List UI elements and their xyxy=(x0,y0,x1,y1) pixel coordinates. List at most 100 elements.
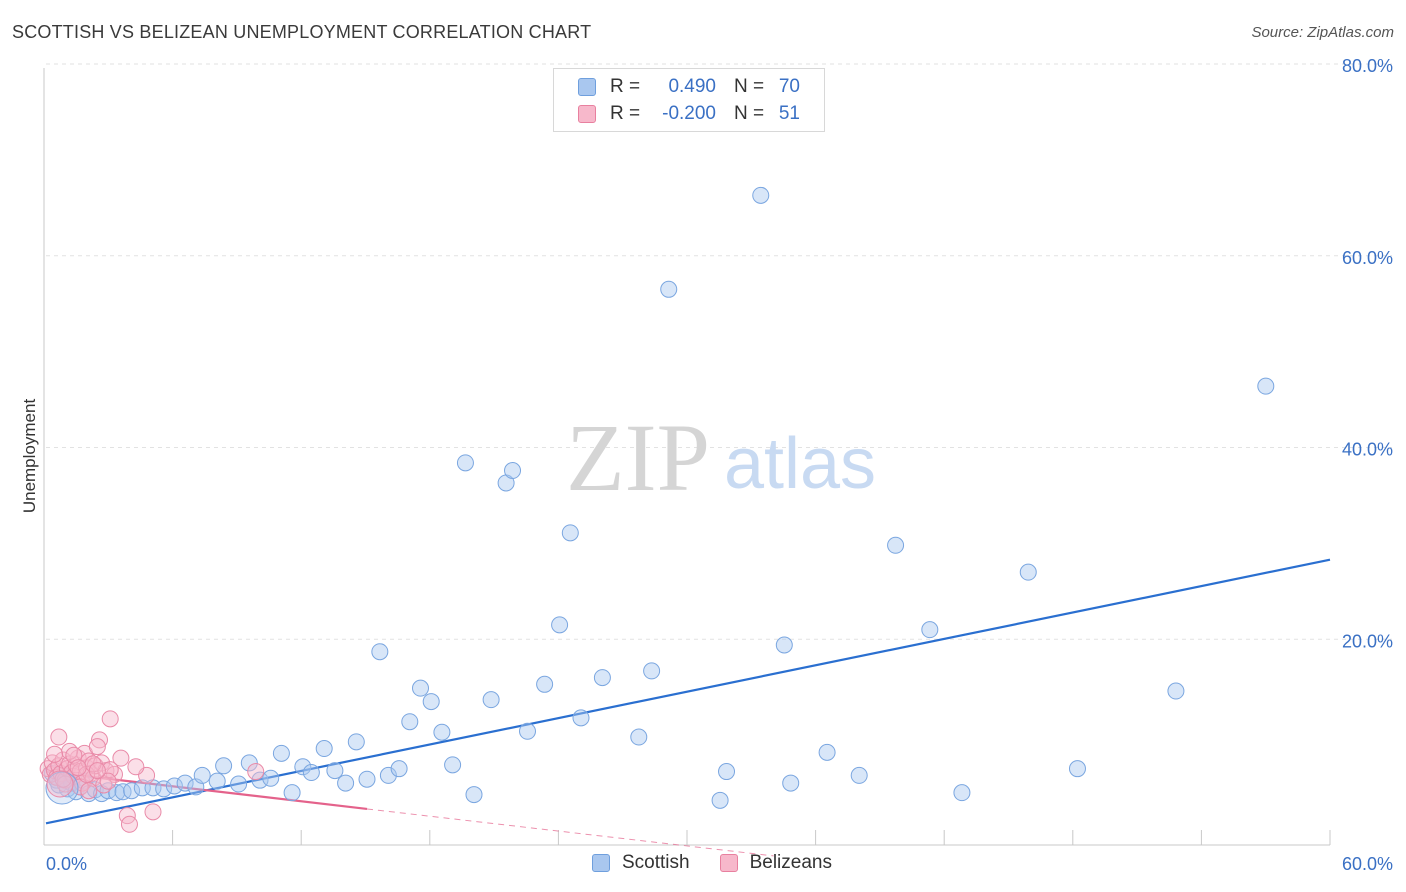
point-scottish xyxy=(215,757,233,775)
axes xyxy=(43,68,1331,846)
point-belizeans xyxy=(93,754,111,772)
point-belizeans xyxy=(99,772,117,790)
trend-line-scottish xyxy=(45,558,1331,825)
point-belizeans xyxy=(88,762,106,780)
point-scottish xyxy=(176,774,194,792)
legend-row-scottish: R = 0.490 N = 70 xyxy=(578,75,800,99)
legend-r-value: -0.200 xyxy=(662,103,716,124)
point-scottish xyxy=(123,782,141,800)
watermark: ZIP atlas xyxy=(566,404,876,511)
point-scottish xyxy=(230,775,248,793)
point-scottish xyxy=(283,784,301,802)
point-scottish xyxy=(630,728,648,746)
legend-n-value: 51 xyxy=(778,103,800,124)
legend-row-belizeans: R = -0.200 N = 51 xyxy=(578,102,800,126)
point-scottish xyxy=(315,740,333,758)
point-scottish xyxy=(775,636,793,654)
legend-item-belizeans[interactable]: Belizeans xyxy=(719,852,832,874)
point-scottish xyxy=(456,454,474,472)
point-scottish xyxy=(1068,760,1086,778)
series-legend: Scottish Belizeans xyxy=(592,852,862,874)
point-belizeans xyxy=(78,765,96,783)
point-scottish xyxy=(660,280,678,298)
point-scottish xyxy=(390,760,408,778)
point-scottish xyxy=(718,763,736,781)
point-scottish xyxy=(262,769,280,787)
point-scottish xyxy=(347,733,365,751)
point-scottish xyxy=(294,758,312,776)
point-belizeans xyxy=(46,745,64,763)
point-scottish xyxy=(155,780,173,798)
point-belizeans xyxy=(69,759,87,777)
legend-label-scottish: Scottish xyxy=(622,852,690,873)
legend-r-label: R = xyxy=(610,103,641,124)
point-scottish xyxy=(850,766,868,784)
legend-swatch-belizeans xyxy=(719,854,738,872)
point-scottish xyxy=(444,756,462,774)
point-scottish xyxy=(593,669,611,687)
point-scottish xyxy=(711,791,729,809)
point-scottish xyxy=(482,691,500,709)
point-scottish xyxy=(326,762,344,780)
point-belizeans xyxy=(91,731,108,749)
point-scottish xyxy=(572,709,590,727)
watermark-zip: ZIP xyxy=(566,404,710,511)
point-scottish xyxy=(551,616,569,634)
point-belizeans xyxy=(127,758,145,776)
tick-labels: 20.0% 40.0% 60.0% 80.0% 0.0% 60.0% xyxy=(46,56,1393,874)
x-tick-label: 0.0% xyxy=(46,854,87,874)
data-points xyxy=(39,186,1275,833)
point-belizeans xyxy=(247,763,265,781)
point-scottish xyxy=(1257,377,1275,395)
point-scottish xyxy=(193,766,211,784)
point-scottish xyxy=(371,643,389,661)
legend-swatch-scottish xyxy=(592,854,610,872)
point-scottish xyxy=(422,693,440,711)
source-label: Source: ZipAtlas.com xyxy=(1251,24,1394,41)
point-belizeans xyxy=(144,803,162,821)
point-belizeans xyxy=(101,710,119,728)
point-scottish xyxy=(412,679,429,697)
point-belizeans xyxy=(120,815,138,833)
point-belizeans xyxy=(88,738,106,756)
point-scottish xyxy=(953,784,971,802)
y-tick-label: 60.0% xyxy=(1342,248,1393,268)
point-scottish xyxy=(251,771,269,789)
point-scottish xyxy=(921,621,939,639)
legend-n-label: N = xyxy=(734,76,765,97)
point-scottish xyxy=(108,784,126,802)
x-tick-label: 60.0% xyxy=(1342,854,1393,874)
point-scottish xyxy=(643,662,661,680)
legend-label-belizeans: Belizeans xyxy=(749,852,832,873)
point-scottish xyxy=(561,524,579,542)
point-belizeans xyxy=(80,782,98,800)
point-cluster-belizeans xyxy=(46,770,74,798)
point-belizeans xyxy=(50,728,68,746)
legend-swatch-scottish xyxy=(578,78,596,96)
chart-title: SCOTTISH VS BELIZEAN UNEMPLOYMENT CORREL… xyxy=(12,22,592,42)
point-scottish xyxy=(379,766,397,784)
point-belizeans xyxy=(112,749,130,767)
point-scottish xyxy=(401,713,419,731)
point-scottish xyxy=(504,462,522,480)
point-scottish xyxy=(752,186,770,204)
point-scottish xyxy=(465,786,483,804)
stats-legend: R = 0.490 N = 70 R = -0.200 N = 51 xyxy=(553,68,825,132)
point-scottish xyxy=(887,536,905,554)
legend-n-value: 70 xyxy=(778,76,800,97)
point-scottish xyxy=(358,770,376,788)
point-scottish xyxy=(337,774,355,792)
grid-lines xyxy=(46,63,1392,640)
point-scottish xyxy=(433,723,451,741)
watermark-atlas: atlas xyxy=(724,424,876,504)
point-scottish xyxy=(536,675,554,693)
legend-n-label: N = xyxy=(734,103,765,124)
point-scottish xyxy=(818,743,836,761)
y-tick-label: 40.0% xyxy=(1342,440,1393,460)
point-scottish xyxy=(302,764,320,782)
point-scottish xyxy=(272,744,290,762)
legend-item-scottish[interactable]: Scottish xyxy=(592,852,690,874)
point-scottish xyxy=(519,722,536,740)
point-scottish xyxy=(208,772,226,790)
